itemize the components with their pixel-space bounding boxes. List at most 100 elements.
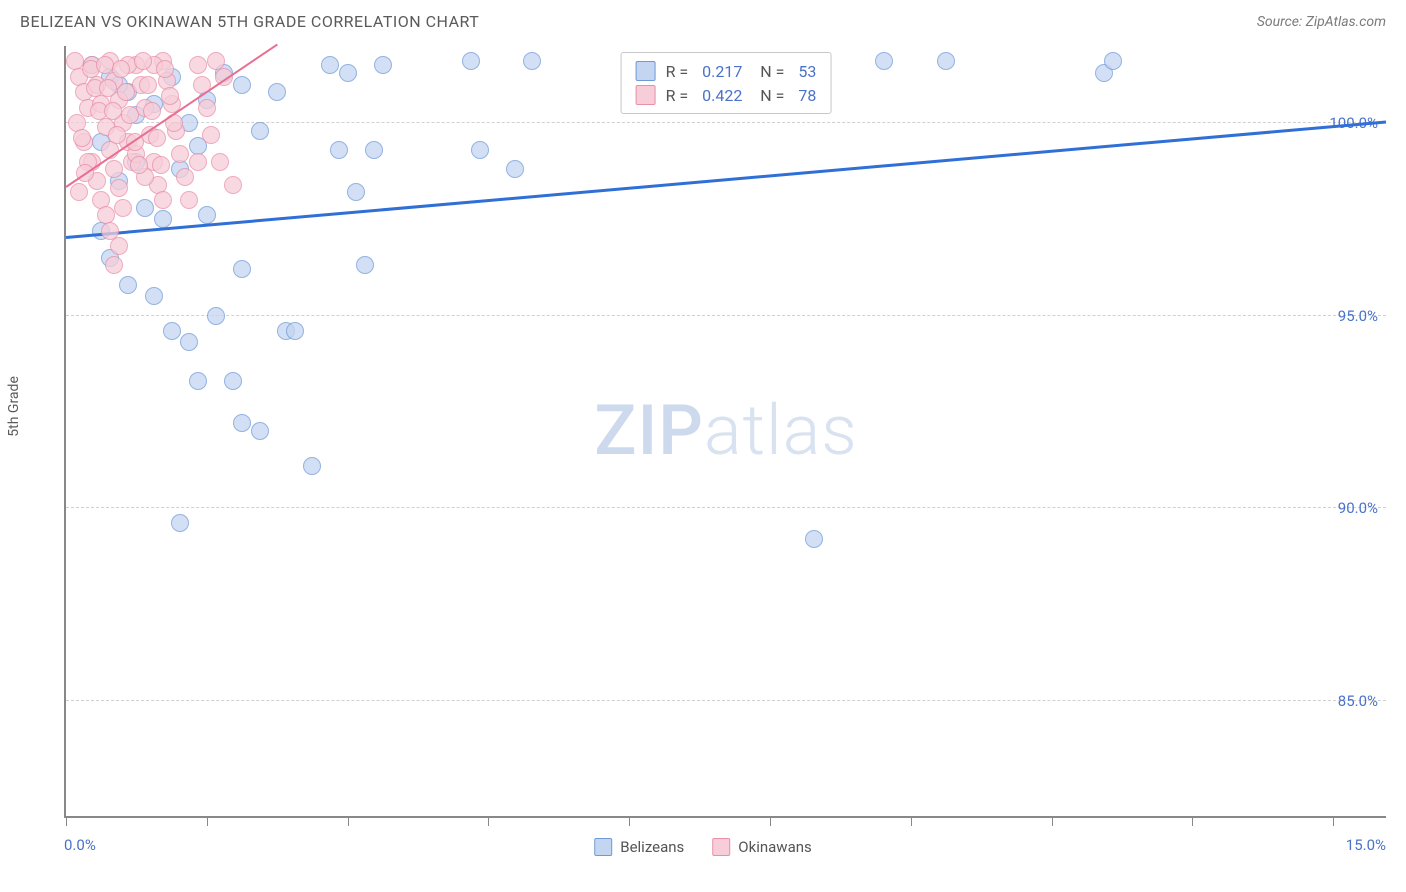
data-point bbox=[104, 102, 122, 120]
data-point bbox=[180, 191, 198, 209]
data-point bbox=[108, 126, 126, 144]
stat-r-label: R = bbox=[666, 86, 693, 105]
data-point bbox=[105, 160, 123, 178]
y-tick-label: 95.0% bbox=[1338, 307, 1378, 325]
data-point bbox=[207, 307, 225, 325]
watermark: ZIPatlas bbox=[594, 390, 858, 472]
legend-label: Okinawans bbox=[738, 838, 811, 856]
stat-r-label: R = bbox=[666, 62, 693, 81]
data-point bbox=[70, 183, 88, 201]
data-point bbox=[171, 145, 189, 163]
data-point bbox=[73, 129, 91, 147]
stat-n-value: 78 bbox=[798, 86, 816, 105]
data-point bbox=[176, 168, 194, 186]
source-attribution: Source: ZipAtlas.com bbox=[1257, 14, 1386, 30]
data-point bbox=[462, 52, 480, 70]
data-point bbox=[114, 199, 132, 217]
series-legend: Belizeans Okinawans bbox=[594, 838, 812, 856]
data-point bbox=[211, 153, 229, 171]
header: BELIZEAN VS OKINAWAN 5TH GRADE CORRELATI… bbox=[0, 0, 1406, 39]
chart-title: BELIZEAN VS OKINAWAN 5TH GRADE CORRELATI… bbox=[20, 12, 479, 31]
x-tick bbox=[770, 816, 771, 826]
data-point bbox=[374, 56, 392, 74]
data-point bbox=[805, 530, 823, 548]
data-point bbox=[251, 422, 269, 440]
data-point bbox=[937, 52, 955, 70]
data-point bbox=[321, 56, 339, 74]
x-tick bbox=[66, 816, 67, 826]
series-swatch bbox=[636, 61, 656, 81]
stats-row: R = 0.217 N = 53 bbox=[636, 59, 817, 83]
watermark-light: atlas bbox=[704, 390, 858, 472]
data-point bbox=[356, 256, 374, 274]
gridline bbox=[66, 315, 1386, 316]
data-point bbox=[506, 160, 524, 178]
data-point bbox=[130, 156, 148, 174]
data-point bbox=[163, 322, 181, 340]
data-point bbox=[233, 260, 251, 278]
data-point bbox=[339, 64, 357, 82]
chart-container: 5th Grade ZIPatlas R = 0.217 N = 53R = 0… bbox=[20, 46, 1386, 872]
legend-item: Belizeans bbox=[594, 838, 684, 856]
data-point bbox=[180, 333, 198, 351]
data-point bbox=[143, 102, 161, 120]
stat-n-value: 53 bbox=[798, 62, 816, 81]
source-prefix: Source: bbox=[1257, 14, 1306, 30]
gridline bbox=[66, 507, 1386, 508]
data-point bbox=[224, 372, 242, 390]
series-swatch bbox=[636, 85, 656, 105]
x-tick bbox=[348, 816, 349, 826]
x-axis-min-label: 0.0% bbox=[64, 836, 96, 854]
data-point bbox=[139, 76, 157, 94]
data-point bbox=[110, 237, 128, 255]
data-point bbox=[154, 210, 172, 228]
data-point bbox=[286, 322, 304, 340]
x-axis-max-label: 15.0% bbox=[1346, 836, 1386, 854]
source-name: ZipAtlas.com bbox=[1306, 14, 1386, 30]
y-tick-label: 85.0% bbox=[1338, 692, 1378, 710]
data-point bbox=[198, 99, 216, 117]
data-point bbox=[347, 183, 365, 201]
data-point bbox=[875, 52, 893, 70]
stat-n-label: N = bbox=[752, 62, 788, 81]
data-point bbox=[189, 56, 207, 74]
data-point bbox=[365, 141, 383, 159]
data-point bbox=[121, 106, 139, 124]
data-point bbox=[161, 87, 179, 105]
legend-label: Belizeans bbox=[620, 838, 684, 856]
gridline bbox=[66, 700, 1386, 701]
data-point bbox=[1104, 52, 1122, 70]
stats-legend-box: R = 0.217 N = 53R = 0.422 N = 78 bbox=[621, 52, 832, 114]
data-point bbox=[112, 60, 130, 78]
watermark-bold: ZIP bbox=[594, 390, 704, 472]
y-axis-label: 5th Grade bbox=[6, 376, 22, 437]
x-tick bbox=[1052, 816, 1053, 826]
data-point bbox=[198, 206, 216, 224]
stat-r-value: 0.217 bbox=[702, 62, 742, 81]
data-point bbox=[105, 256, 123, 274]
data-point bbox=[523, 52, 541, 70]
data-point bbox=[96, 56, 114, 74]
legend-item: Okinawans bbox=[712, 838, 811, 856]
data-point bbox=[251, 122, 269, 140]
x-tick bbox=[629, 816, 630, 826]
data-point bbox=[117, 83, 135, 101]
data-point bbox=[224, 176, 242, 194]
stats-row: R = 0.422 N = 78 bbox=[636, 83, 817, 107]
data-point bbox=[233, 414, 251, 432]
data-point bbox=[136, 199, 154, 217]
stat-n-label: N = bbox=[752, 86, 788, 105]
data-point bbox=[154, 191, 172, 209]
data-point bbox=[189, 153, 207, 171]
data-point bbox=[156, 60, 174, 78]
data-point bbox=[148, 129, 166, 147]
stat-r-value: 0.422 bbox=[702, 86, 742, 105]
plot-area: ZIPatlas R = 0.217 N = 53R = 0.422 N = 7… bbox=[64, 46, 1386, 818]
legend-swatch bbox=[594, 838, 612, 856]
data-point bbox=[110, 179, 128, 197]
x-tick bbox=[488, 816, 489, 826]
data-point bbox=[303, 457, 321, 475]
data-point bbox=[119, 276, 137, 294]
data-point bbox=[330, 141, 348, 159]
data-point bbox=[134, 52, 152, 70]
